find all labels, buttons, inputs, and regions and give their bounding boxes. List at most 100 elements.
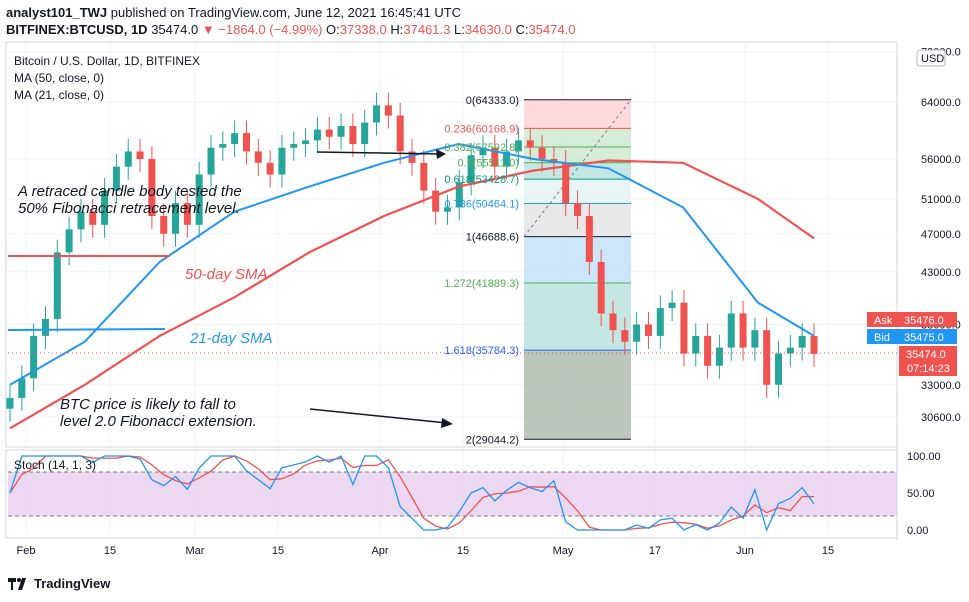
candle-body (775, 353, 783, 385)
fib-level-label: 0.786(50464.1) (444, 198, 519, 210)
publish-header: analyst101_TWJ published on TradingView.… (6, 5, 461, 20)
candle-body (183, 203, 191, 225)
price-tick: 33000.0 (921, 380, 961, 392)
candle-body (231, 133, 239, 145)
price-tick: 64000.0 (921, 97, 961, 109)
candle-body (6, 397, 14, 409)
legend-title: Bitcoin / U.S. Dollar, 1D, BITFINEX (14, 54, 200, 68)
fib-zone (524, 99, 631, 129)
candle-body (361, 122, 369, 145)
candle-body (89, 211, 97, 225)
ask-price-tag (899, 312, 957, 327)
fib-level-label: 1.272(41889.3) (444, 278, 519, 290)
fibonacci-labels: 0(64333.0) 0.236(60168.9) 0.382(57592.8) 0.… (444, 95, 519, 446)
candle-body (763, 330, 771, 385)
candle-body (384, 105, 392, 116)
candle-body (692, 335, 700, 354)
fib-level-label: 0.618(53428.7) (444, 174, 519, 186)
time-tick: May (553, 545, 574, 557)
ask-value: 35476.0 (904, 315, 944, 327)
time-tick: Apr (371, 545, 388, 557)
candle-body (786, 347, 794, 354)
candle-body (479, 147, 487, 156)
low-label: L: (453, 22, 465, 37)
currency-box[interactable] (916, 49, 946, 67)
candle-body (727, 313, 735, 348)
candle-body (751, 330, 759, 348)
candle-body (219, 144, 227, 148)
author-name[interactable]: analyst101_TWJ (6, 5, 108, 20)
candle-body (538, 147, 546, 160)
candle-body (207, 147, 215, 175)
candle-body (148, 159, 156, 217)
candle-body (680, 302, 688, 354)
sma50-label: 50-day SMA (185, 266, 268, 283)
close-value: 35474.0 (528, 22, 576, 37)
candle-body (195, 174, 203, 225)
price-chart[interactable]: 0(64333.0) 0.236(60168.9) 0.382(57592.8) 0.… (0, 40, 969, 565)
candle-body (739, 313, 747, 348)
publish-info: published on TradingView.com, June 12, 2… (107, 5, 462, 20)
candle-body (373, 105, 381, 123)
time-tick: Mar (186, 545, 205, 557)
candle-body (526, 140, 534, 148)
bar-countdown: 07:14:23 (907, 363, 950, 375)
candle-body (136, 151, 144, 160)
fib-zone (524, 128, 631, 148)
candle-body (112, 166, 120, 191)
candle-body (443, 207, 451, 212)
stoch-axis: 100.00 50.00 0.00 (907, 451, 941, 537)
candle-body (242, 133, 250, 152)
candle-body (124, 151, 132, 167)
btc-note-line1: BTC price is likely to fall to (60, 396, 236, 413)
legend-ma21[interactable]: MA (21, close, 0) (14, 88, 104, 102)
footer-brand[interactable]: TradingView (8, 576, 110, 591)
candle-body (337, 126, 345, 137)
candle-body (77, 211, 85, 230)
currency-label: USD (921, 53, 944, 65)
candle-body (810, 335, 818, 354)
fib-level-label: 1.618(35784.3) (444, 345, 519, 357)
open-value: 37338.0 (339, 22, 387, 37)
ask-label: Ask (874, 315, 893, 327)
candle-body (633, 324, 641, 342)
time-tick: 15 (822, 545, 834, 557)
fib-zone (524, 350, 631, 440)
symbol-label[interactable]: BITFINEX:BTCUSD, 1D (6, 22, 148, 37)
bid-value: 35475.0 (904, 332, 944, 344)
bid-price-tag (899, 329, 957, 344)
candle-body (609, 313, 617, 331)
candle-body (278, 147, 286, 175)
candle-body (290, 144, 298, 148)
candle-body (715, 347, 723, 366)
candle-body (467, 155, 475, 183)
time-tick: 15 (457, 545, 469, 557)
stoch-k-line (9, 455, 815, 532)
ma50-line (9, 159, 815, 430)
price-change: ▼ −1864.0 (−4.99%) (201, 22, 323, 37)
candle-body (266, 162, 274, 175)
candle-body (621, 330, 629, 342)
legend-ma50[interactable]: MA (50, close, 0) (14, 71, 104, 85)
time-tick: 15 (272, 545, 284, 557)
candle-body (585, 216, 593, 262)
price-tick: 47000.0 (921, 229, 961, 241)
sma21-hline (7, 328, 166, 331)
candle-body (65, 229, 73, 253)
candle-body (420, 162, 428, 191)
candle-body (656, 308, 664, 336)
candle-body (101, 190, 109, 225)
time-tick: 17 (649, 545, 661, 557)
time-axis[interactable]: Feb 15 Mar 15 Apr 15 May 17 Jun 15 (17, 545, 835, 557)
stoch-tick: 100.00 (907, 451, 941, 463)
candle-body (396, 115, 404, 152)
candle-body (668, 302, 676, 309)
low-value: 34630.0 (464, 22, 512, 37)
stoch-tick: 0.00 (907, 525, 928, 537)
fib-level-label: 0.236(60168.9) (444, 123, 519, 135)
fib-zone (524, 147, 631, 163)
stoch-d-line (9, 455, 815, 531)
stoch-label[interactable]: Stoch (14, 1, 3) (14, 458, 96, 472)
candle-body (30, 335, 38, 379)
btc-note-line2: level 2.0 Fibonacci extension. (60, 413, 257, 430)
